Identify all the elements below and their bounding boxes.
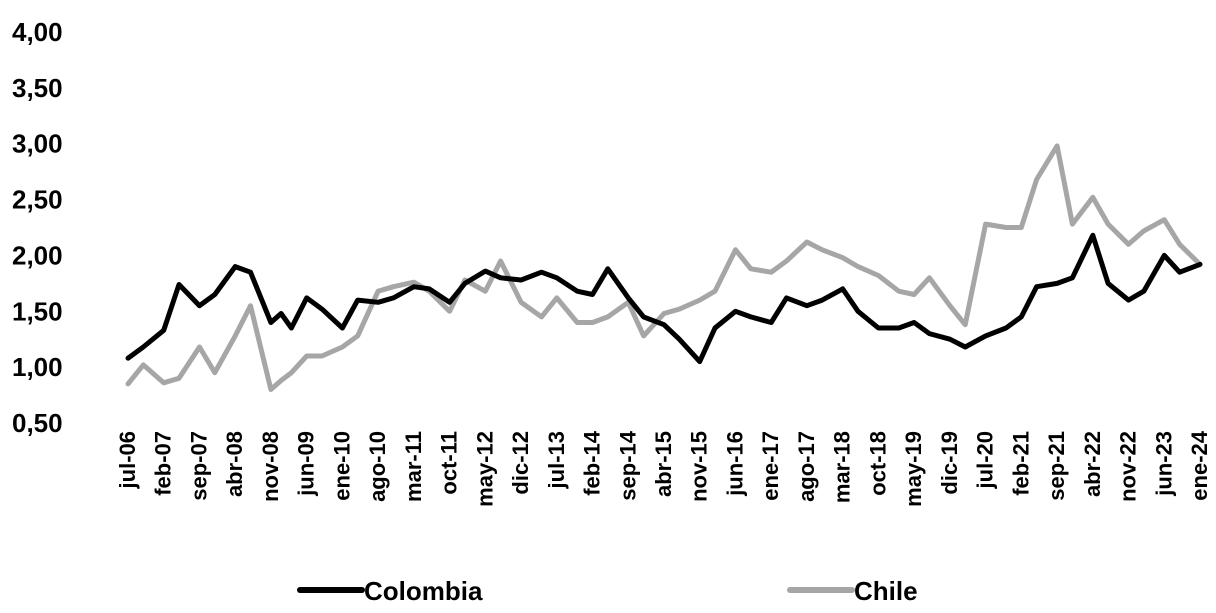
x-tick-label: feb-07 <box>151 431 176 496</box>
y-tick-label: 2,50 <box>12 185 63 215</box>
x-tick-label: ago-17 <box>794 431 819 502</box>
x-tick-label: ene-10 <box>329 431 354 501</box>
x-tick-label: ene-24 <box>1187 430 1212 500</box>
x-tick-label: may-19 <box>901 431 926 507</box>
x-tick-label: dic-19 <box>937 431 962 495</box>
x-tick-label: sep-14 <box>615 430 640 500</box>
legend-label: Chile <box>854 576 918 606</box>
series-line-chile <box>125 143 1203 392</box>
y-tick-label: 0,50 <box>12 408 63 438</box>
x-tick-label: sep-07 <box>186 431 211 501</box>
y-axis: 0,50 1,00 1,50 2,00 2,50 3,00 3,50 4,00 <box>12 17 63 438</box>
x-tick-label: feb-14 <box>580 430 605 496</box>
series-layer <box>125 143 1203 392</box>
y-tick-label: 4,00 <box>12 17 63 47</box>
x-tick-label: dic-12 <box>508 431 533 495</box>
x-tick-label: abr-15 <box>651 431 676 497</box>
x-tick-label: ago-10 <box>365 431 390 502</box>
y-tick-label: 2,00 <box>12 240 63 270</box>
x-tick-label: jun-09 <box>294 431 319 497</box>
x-tick-label: nov-08 <box>258 431 283 502</box>
x-axis: jul-06 feb-07 sep-07 abr-08 nov-08 jun-09 ene-… <box>115 430 1212 507</box>
x-tick-label: oct-18 <box>865 431 890 496</box>
x-tick-label: oct-11 <box>437 431 462 495</box>
x-tick-label: nov-22 <box>1116 431 1141 502</box>
x-tick-label: abr-08 <box>222 431 247 497</box>
x-tick-label: sep-21 <box>1044 431 1069 501</box>
x-tick-label: jul-13 <box>544 431 569 489</box>
x-tick-label: jun-23 <box>1151 431 1176 497</box>
y-tick-label: 1,00 <box>12 352 63 382</box>
y-tick-label: 3,50 <box>12 73 63 103</box>
x-tick-label: may-12 <box>472 431 497 507</box>
x-tick-label: feb-21 <box>1008 431 1033 496</box>
x-tick-label: nov-15 <box>687 431 712 502</box>
x-tick-label: mar-11 <box>401 431 426 502</box>
x-tick-label: ene-17 <box>758 431 783 501</box>
x-tick-label: mar-18 <box>830 431 855 503</box>
x-tick-label: jul-20 <box>973 431 998 489</box>
x-tick-label: jun-16 <box>722 431 747 497</box>
x-tick-label: abr-22 <box>1080 431 1105 497</box>
y-tick-label: 3,00 <box>12 129 63 159</box>
x-tick-label: jul-06 <box>115 431 140 489</box>
series-line-colombia <box>125 232 1203 365</box>
legend-label: Colombia <box>364 576 483 606</box>
legend: Colombia Chile <box>297 576 918 606</box>
y-tick-label: 1,50 <box>12 296 63 326</box>
